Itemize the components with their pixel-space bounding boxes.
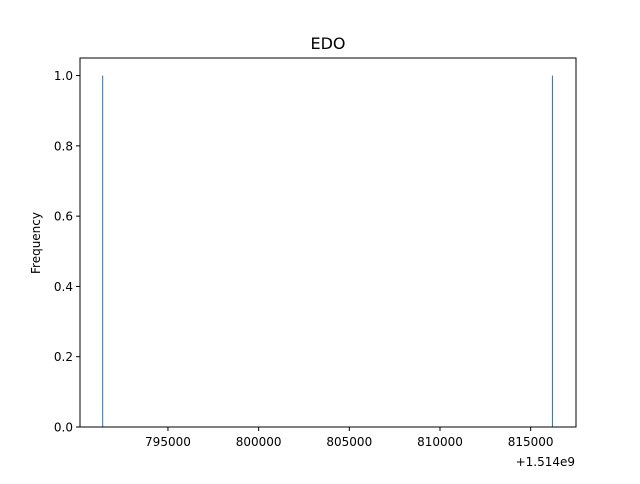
x-tick-label: 795000 [145,435,191,449]
y-tick-label: 0.6 [54,210,73,224]
histogram-bar [102,75,104,427]
x-tick-label: 800000 [236,435,282,449]
plot-area: 0.0 0.2 0.4 0.6 0.8 1.0 795000 800000 805000 8100… [54,57,577,449]
plot-frame [79,57,577,428]
y-tick-label: 0.4 [54,280,73,294]
x-tick-label: 810000 [417,435,463,449]
histogram-bar [551,75,553,427]
x-tick-label: 805000 [326,435,372,449]
y-tick-label: 0.2 [54,350,73,364]
x-tick-label: 815000 [508,435,554,449]
x-axis-offset-label: +1.514e9 [516,455,575,469]
y-axis-label: Frequency [29,212,43,274]
chart-title: EDO [310,34,345,53]
y-tick-label: 1.0 [54,69,73,83]
y-tick-label: 0.8 [54,139,73,153]
y-tick-label: 0.0 [54,421,73,435]
